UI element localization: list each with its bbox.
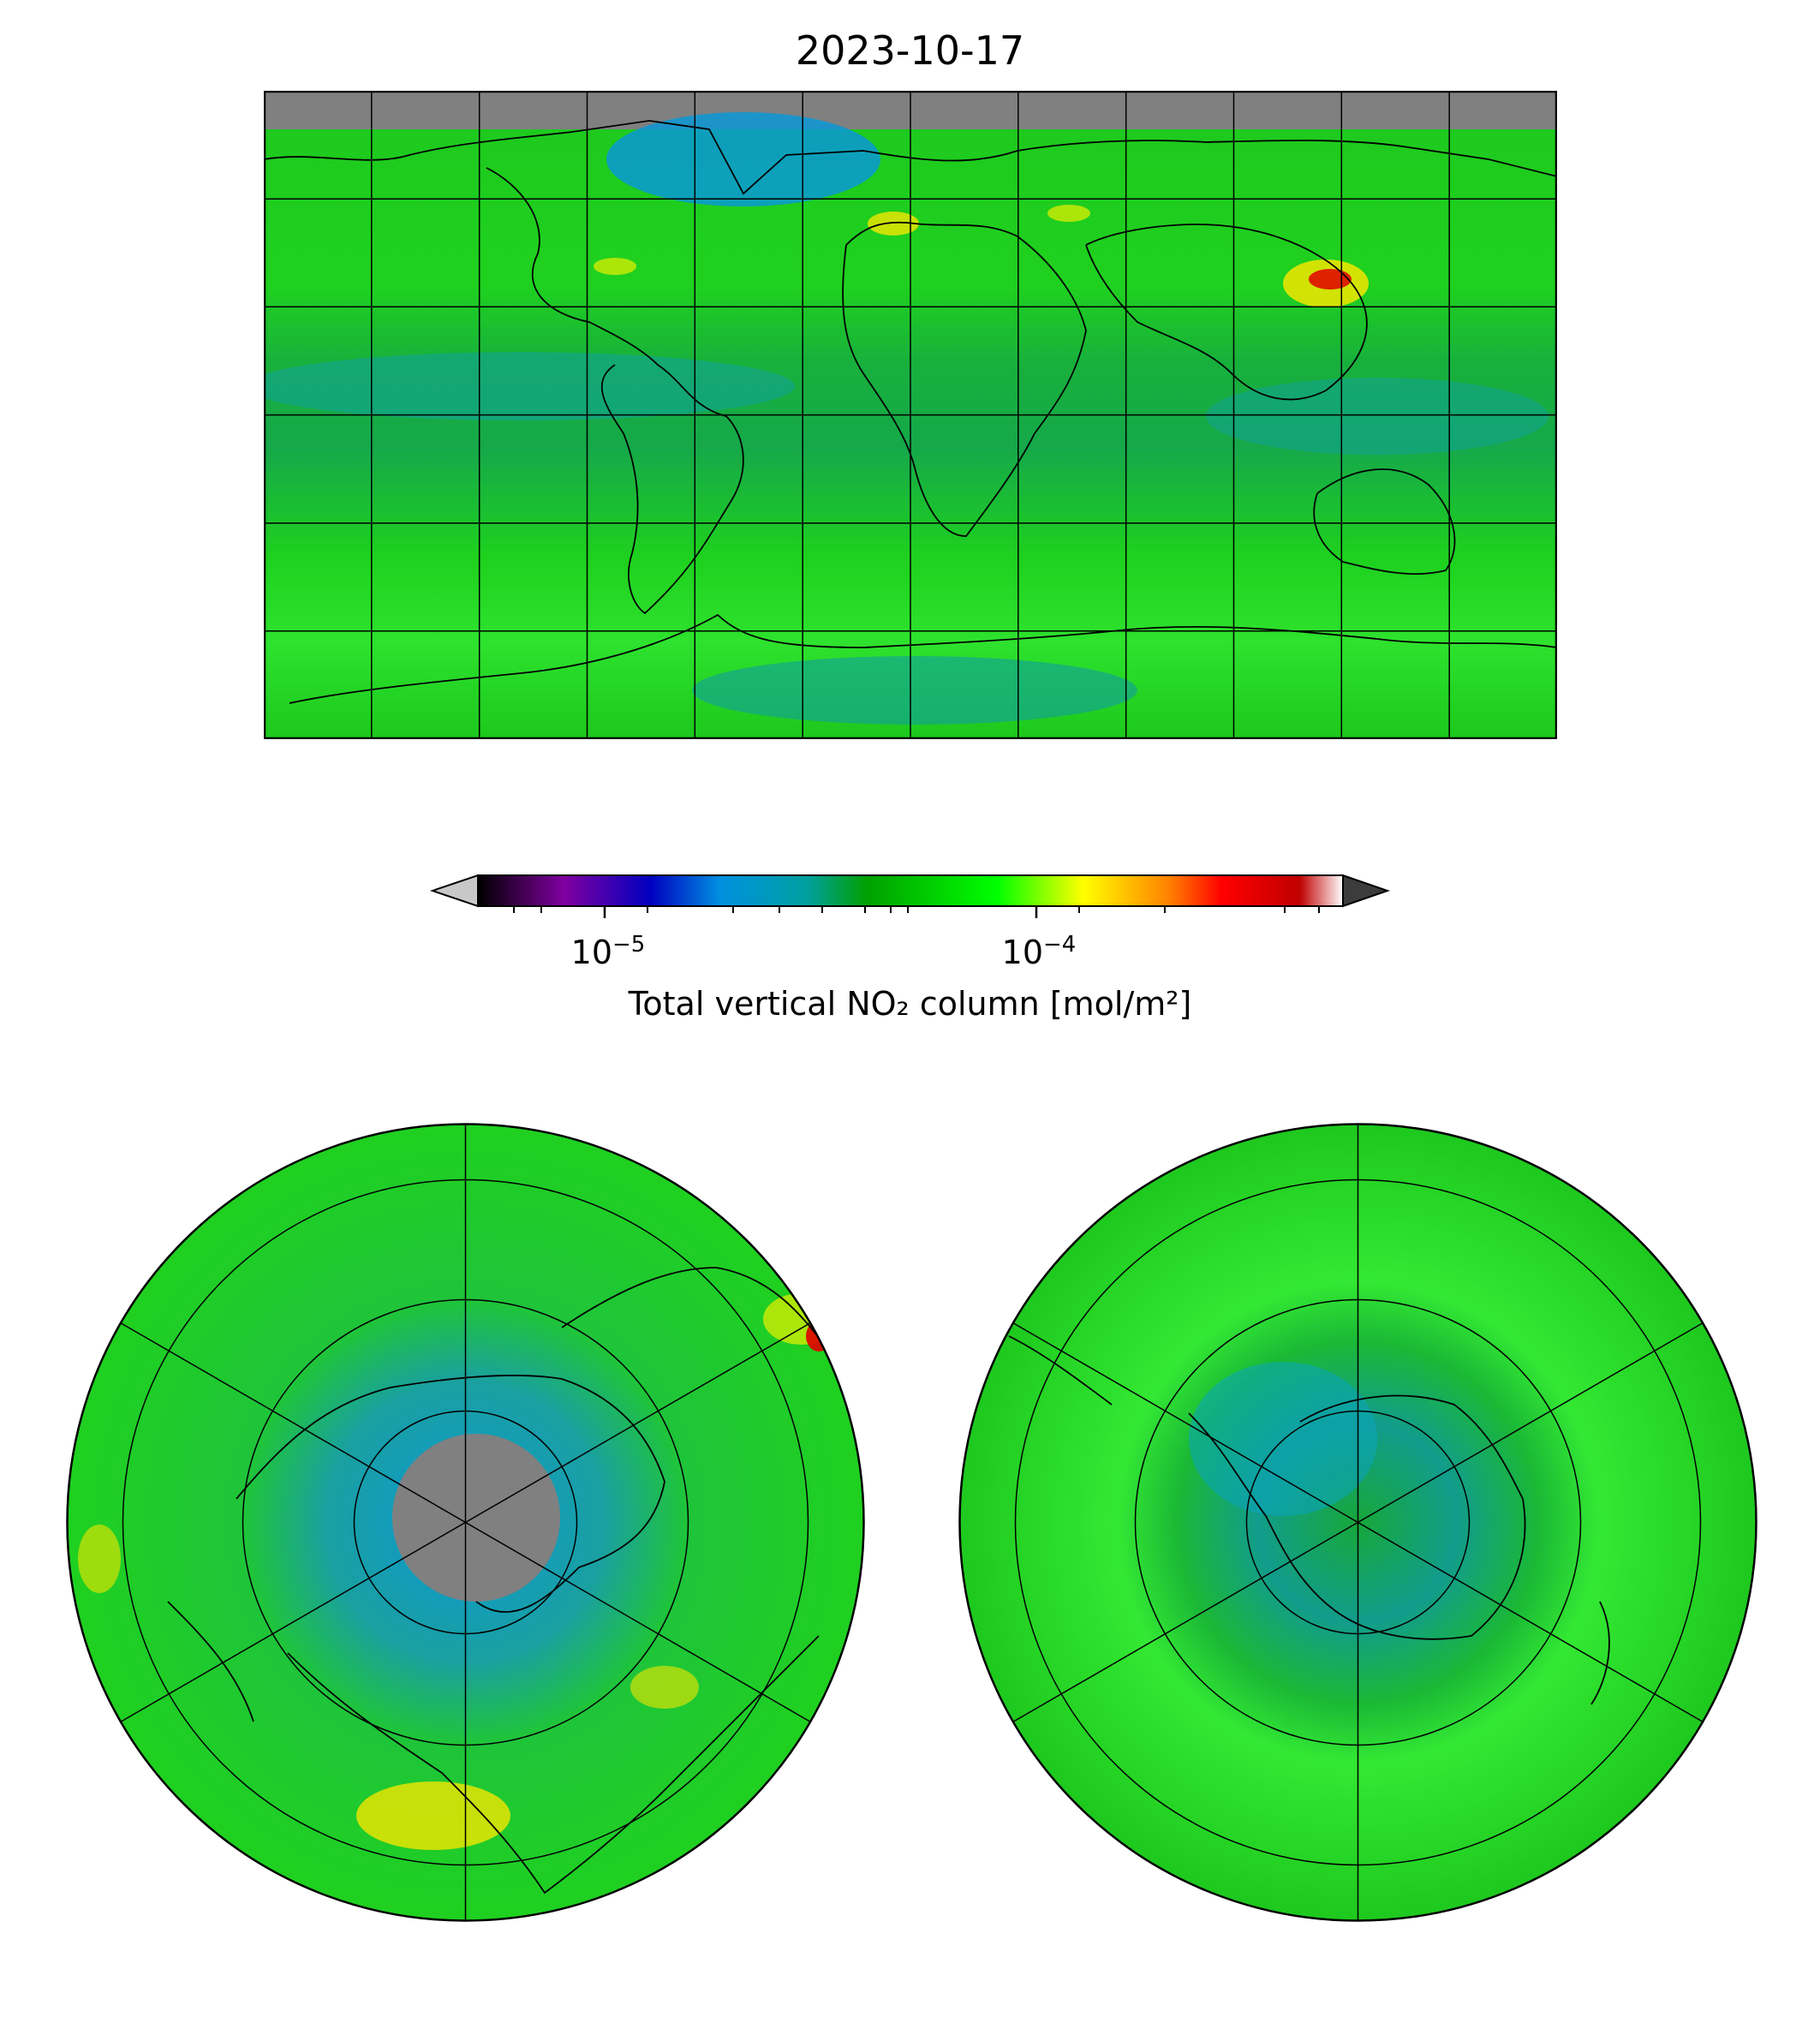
tick-exponent: −4 — [1043, 932, 1077, 958]
polar-frame — [66, 1123, 865, 1922]
polar-coastlines — [1008, 1335, 1610, 1705]
colorbar-minor-ticks — [513, 906, 1320, 913]
hotspot-asia-red — [806, 1321, 832, 1352]
graticule — [264, 91, 1557, 739]
polar-graticule — [1010, 1124, 1706, 1921]
hotspot-china-red — [1309, 269, 1352, 289]
antarctic-cyan-region — [692, 656, 1137, 725]
hotspot-europe-polar — [356, 1781, 510, 1850]
colorbar-over-extend — [1342, 874, 1391, 908]
north-polar-map — [66, 1123, 865, 1922]
tick-exponent: −5 — [612, 932, 646, 958]
hotspot-europe — [868, 212, 919, 236]
colorbar — [429, 874, 1391, 918]
hotspot-russia-polar — [630, 1666, 699, 1709]
arctic-low-region — [606, 112, 880, 206]
polar-graticule — [117, 1124, 814, 1921]
pacific-cyan-band — [1206, 378, 1548, 455]
colorbar-label: Total vertical NO₂ column [mol/m²] — [628, 985, 1192, 1023]
no-data-cap — [392, 1434, 560, 1602]
map-frame — [264, 91, 1557, 739]
polar-coastlines — [167, 1267, 837, 1895]
hotspot-america-polar — [78, 1525, 121, 1593]
global-map — [264, 91, 1557, 739]
hotspot-usa — [594, 258, 636, 275]
colorbar-under-extend — [429, 874, 479, 908]
colorbar-gradient — [477, 874, 1344, 907]
colorbar-tick-label-1e-5: 10−5 — [571, 932, 646, 971]
tick-base: 10 — [1001, 934, 1044, 971]
hotspot-russia — [1047, 205, 1090, 222]
tick-base: 10 — [570, 934, 613, 971]
polar-frame — [958, 1123, 1757, 1922]
colorbar-major-ticks — [603, 906, 1038, 918]
south-polar-map — [958, 1123, 1757, 1922]
tropical-cyan-band — [264, 352, 795, 421]
antarctic-cyan-region — [1189, 1362, 1377, 1516]
figure-title: 2023-10-17 — [795, 27, 1025, 74]
colorbar-tick-label-1e-4: 10−4 — [1002, 932, 1077, 971]
coastlines — [264, 120, 1557, 704]
hotspot-asia-polar — [763, 1293, 840, 1345]
